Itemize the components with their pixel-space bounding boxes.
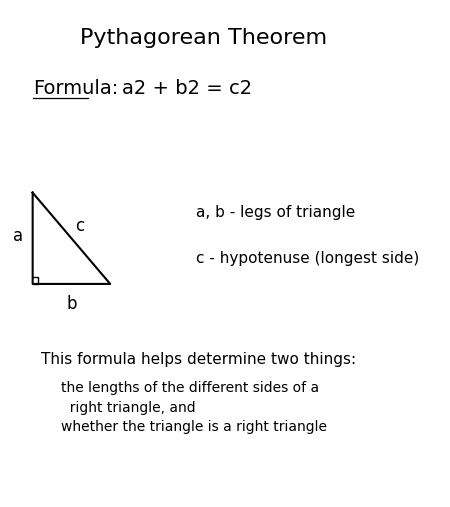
Text: c - hypotenuse (longest side): c - hypotenuse (longest side) — [196, 251, 419, 266]
Text: a2 + b2 = c2: a2 + b2 = c2 — [122, 79, 252, 97]
Text: c: c — [75, 216, 84, 235]
Text: whether the triangle is a right triangle: whether the triangle is a right triangle — [61, 420, 327, 434]
Text: right triangle, and: right triangle, and — [61, 401, 196, 415]
Text: a: a — [14, 227, 23, 245]
Text: a, b - legs of triangle: a, b - legs of triangle — [196, 205, 355, 221]
Text: b: b — [66, 295, 76, 313]
Text: Pythagorean Theorem: Pythagorean Theorem — [81, 28, 328, 48]
Text: Formula:: Formula: — [33, 79, 118, 97]
Text: the lengths of the different sides of a: the lengths of the different sides of a — [61, 381, 319, 395]
Text: This formula helps determine two things:: This formula helps determine two things: — [41, 352, 356, 368]
